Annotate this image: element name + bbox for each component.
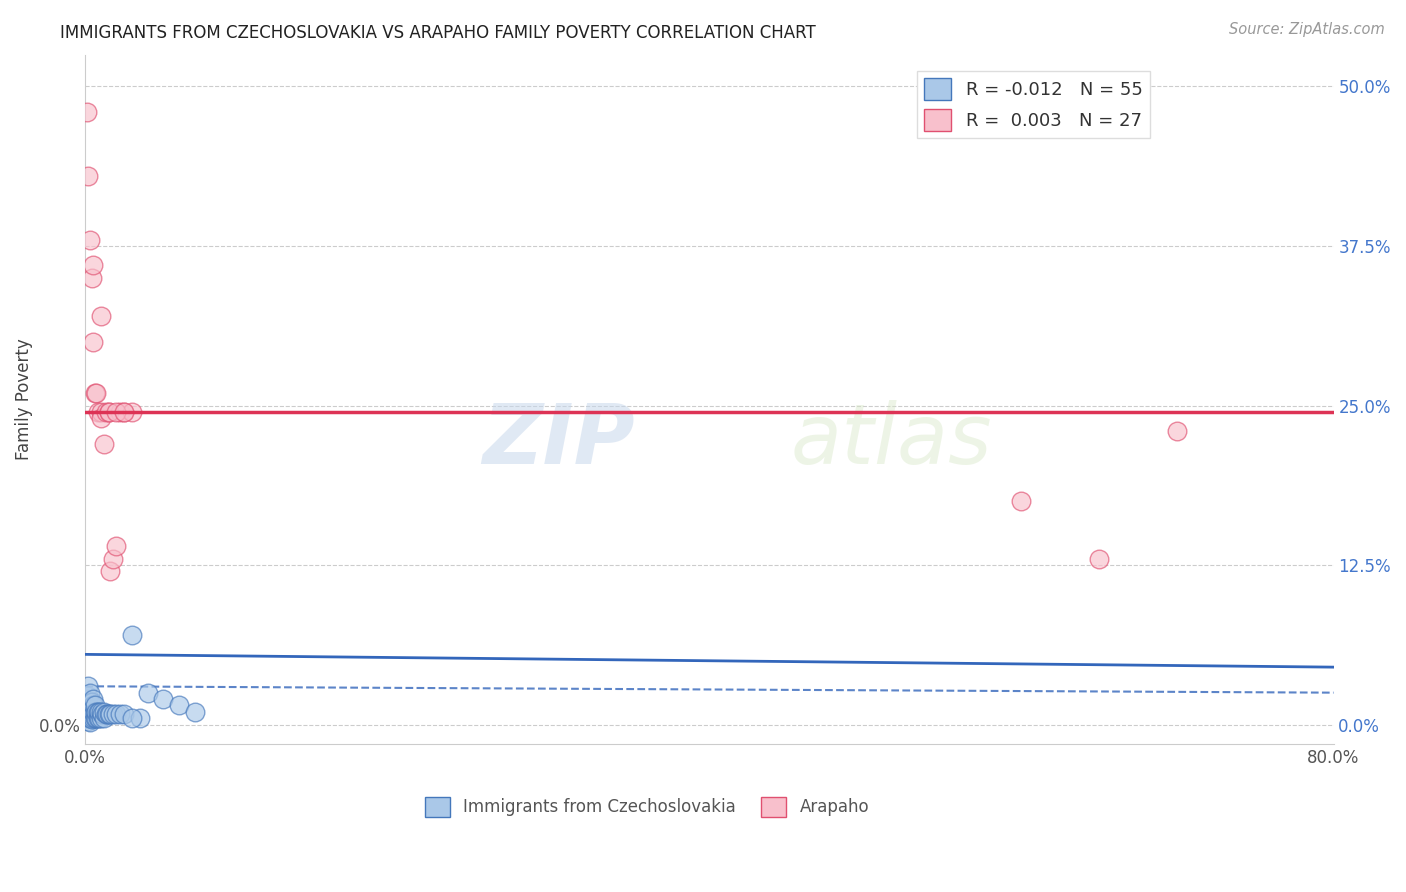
- Point: [93, 705, 115, 719]
- Point: [77, 702, 100, 716]
- Point: [121, 628, 143, 642]
- Point: [83, 711, 105, 725]
- Point: [80, 702, 103, 716]
- Point: [94, 707, 117, 722]
- Point: [79, 702, 101, 716]
- Point: [82, 705, 104, 719]
- Point: [76, 711, 98, 725]
- Point: [93, 711, 115, 725]
- Point: [77, 169, 100, 183]
- Point: [90, 405, 112, 419]
- Point: [97, 405, 120, 419]
- Point: [103, 551, 125, 566]
- Point: [167, 698, 190, 713]
- Point: [82, 692, 104, 706]
- Point: [84, 705, 107, 719]
- Text: atlas: atlas: [790, 400, 993, 481]
- Legend: Immigrants from Czechoslovakia, Arapaho: Immigrants from Czechoslovakia, Arapaho: [419, 790, 876, 823]
- Point: [105, 405, 128, 419]
- Point: [82, 698, 104, 713]
- Point: [1088, 551, 1111, 566]
- Point: [76, 692, 98, 706]
- Point: [87, 405, 110, 419]
- Point: [79, 233, 101, 247]
- Point: [1010, 494, 1032, 508]
- Point: [89, 711, 111, 725]
- Point: [108, 405, 131, 419]
- Point: [112, 405, 135, 419]
- Point: [77, 679, 100, 693]
- Point: [79, 714, 101, 729]
- Point: [90, 411, 112, 425]
- Point: [103, 707, 125, 722]
- Point: [84, 385, 107, 400]
- Text: Source: ZipAtlas.com: Source: ZipAtlas.com: [1229, 22, 1385, 37]
- Point: [76, 705, 98, 719]
- Point: [183, 705, 205, 719]
- Point: [89, 705, 111, 719]
- Point: [90, 705, 112, 719]
- Point: [79, 707, 101, 722]
- Y-axis label: Family Poverty: Family Poverty: [15, 338, 32, 460]
- Point: [79, 686, 101, 700]
- Point: [77, 695, 100, 709]
- Point: [82, 258, 104, 272]
- Point: [1166, 424, 1188, 438]
- Text: IMMIGRANTS FROM CZECHOSLOVAKIA VS ARAPAHO FAMILY POVERTY CORRELATION CHART: IMMIGRANTS FROM CZECHOSLOVAKIA VS ARAPAH…: [60, 24, 815, 42]
- Point: [79, 695, 101, 709]
- Point: [98, 565, 121, 579]
- Point: [77, 714, 100, 728]
- Point: [80, 695, 103, 709]
- Point: [121, 711, 143, 725]
- Point: [82, 334, 104, 349]
- Point: [108, 707, 131, 722]
- Point: [129, 711, 152, 725]
- Point: [83, 705, 105, 719]
- Point: [121, 405, 143, 419]
- Point: [136, 686, 159, 700]
- Point: [105, 539, 128, 553]
- Point: [93, 437, 115, 451]
- Point: [87, 711, 110, 725]
- Point: [76, 698, 98, 713]
- Point: [97, 707, 120, 722]
- Point: [98, 707, 121, 722]
- Point: [80, 271, 103, 285]
- Point: [77, 698, 100, 713]
- Point: [152, 692, 174, 706]
- Point: [112, 405, 135, 419]
- Point: [91, 707, 114, 722]
- Point: [82, 711, 104, 725]
- Point: [84, 711, 107, 725]
- Point: [105, 707, 128, 722]
- Text: ZIP: ZIP: [482, 400, 634, 481]
- Point: [77, 707, 100, 722]
- Point: [112, 707, 135, 722]
- Point: [77, 711, 100, 725]
- Point: [97, 405, 120, 419]
- Point: [83, 385, 105, 400]
- Point: [90, 309, 112, 323]
- Point: [87, 705, 110, 719]
- Point: [76, 105, 98, 120]
- Point: [94, 405, 117, 419]
- Point: [96, 707, 118, 722]
- Point: [90, 711, 112, 725]
- Point: [80, 707, 103, 722]
- Point: [79, 711, 101, 725]
- Point: [83, 698, 105, 713]
- Point: [77, 690, 100, 704]
- Point: [80, 713, 103, 727]
